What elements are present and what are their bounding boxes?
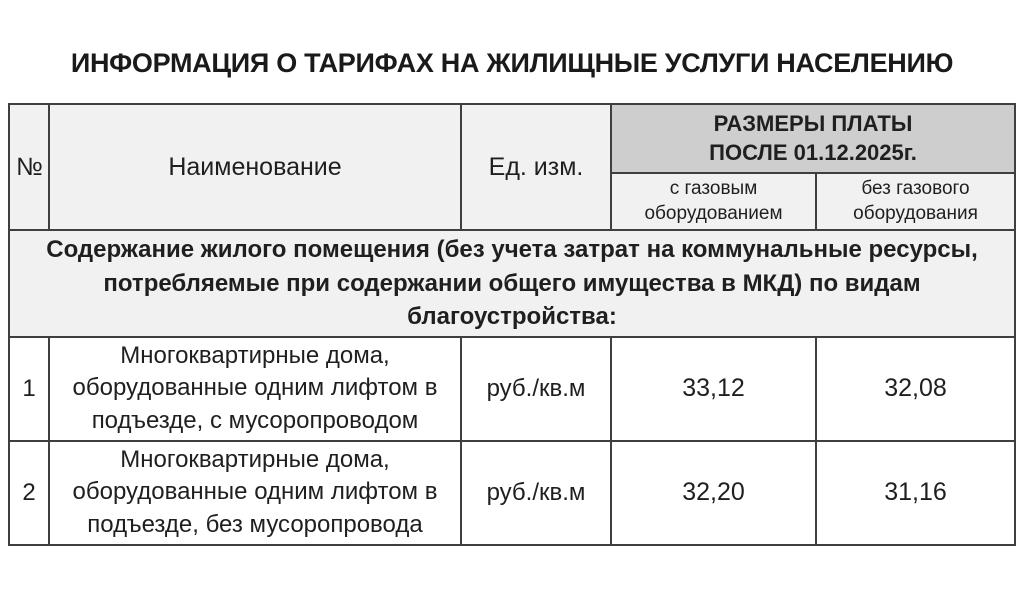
col-header-name: Наименование [48,103,462,232]
row-rate-without-gas: 32,08 [814,335,1017,442]
header-row-sub: с газовым оборудованием без газового обо… [9,172,1017,232]
col-header-num: № [8,103,50,232]
page-title: ИНФОРМАЦИЯ О ТАРИФАХ НА ЖИЛИЩНЫЕ УСЛУГИ … [70,48,954,78]
table-row: 1 Многоквартирные дома, оборудованные од… [8,335,1017,442]
row-unit: руб./кв.м [460,335,612,442]
row-rate-without-gas: 31,16 [814,439,1017,546]
section-header-line1: Содержание жилого помещения (без учета з… [46,236,978,264]
row-unit: руб./кв.м [460,439,612,546]
col-header-unit: Ед. изм. [460,103,612,232]
section-header: Содержание жилого помещения (без учета з… [7,229,1017,338]
row-name: Многоквартирные дома, оборудованные одни… [48,439,462,546]
header-row-main: № Наименование Ед. изм. РАЗМЕРЫ ПЛАТЫ ПО… [8,103,1017,232]
rates-period-header-line2: ПОСЛЕ 01.12.2025г. [709,139,917,165]
row-rate-with-gas: 33,12 [610,335,817,442]
col-header-with-gas: с газовым оборудованием [610,172,817,232]
col-header-without-gas: без газового оборудования [814,172,1017,232]
rates-period-header-line1: РАЗМЕРЫ ПЛАТЫ [713,110,913,136]
row-rate-with-gas: 32,20 [610,439,817,546]
row-num: 1 [8,335,50,442]
rates-period-header: РАЗМЕРЫ ПЛАТЫ ПОСЛЕ 01.12.2025г. [609,103,1017,175]
section-header-row: Содержание жилого помещения (без учета з… [7,229,1017,338]
tariffs-table: № Наименование Ед. изм. РАЗМЕРЫ ПЛАТЫ ПО… [7,103,1017,546]
section-header-line2: потребляемые при содержании общего имуще… [103,269,921,297]
row-name: Многоквартирные дома, оборудованные одни… [48,335,462,442]
section-header-line3: благоустройства: [407,303,617,331]
table-row: 2 Многоквартирные дома, оборудованные од… [8,439,1017,546]
row-num: 2 [8,439,50,546]
